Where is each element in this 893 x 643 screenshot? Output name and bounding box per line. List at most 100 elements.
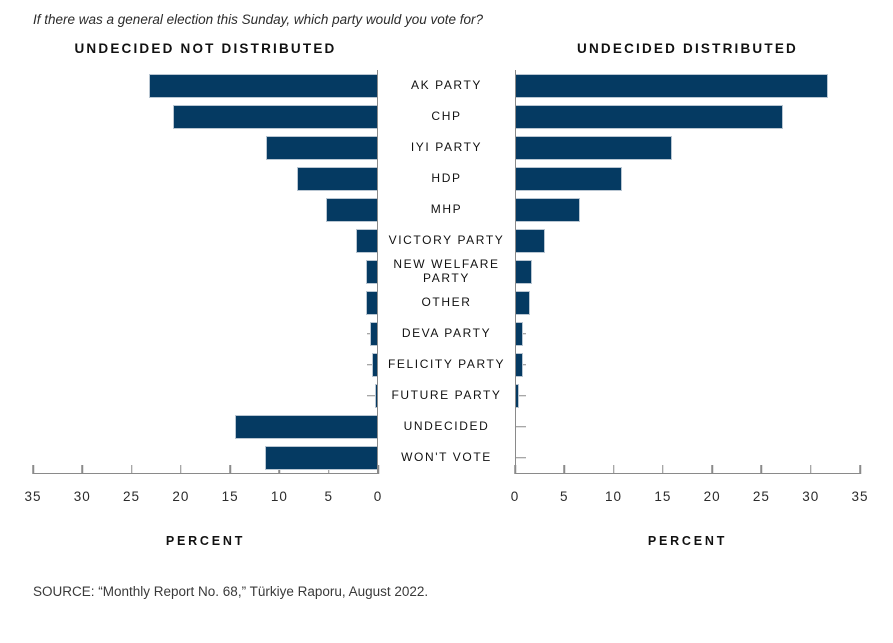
bar-row-undecided (516, 411, 860, 442)
x-axis-tick-label: 25 (123, 489, 141, 504)
bar-left-mhp (325, 197, 377, 222)
x-axis-tick (563, 465, 566, 474)
bar-row-chp (33, 101, 377, 132)
x-axis-tick-label: 10 (270, 489, 288, 504)
x-axis-tick (229, 465, 231, 474)
x-axis-tick (711, 465, 713, 474)
source-citation: SOURCE: “Monthly Report No. 68,” Türkiye… (33, 584, 429, 599)
category-tick (516, 425, 526, 428)
bar-left-victory-party (356, 228, 377, 253)
bar-left-won-t-vote (264, 445, 377, 470)
bar-left-other (366, 290, 377, 315)
category-label-other: OTHER (421, 294, 472, 309)
bar-right-iyi-party (516, 135, 673, 160)
x-axis-tick-label: 20 (172, 489, 190, 504)
bar-row-future-party (516, 380, 860, 411)
x-axis-tick-label: 0 (510, 489, 520, 504)
bar-row-deva-party (516, 318, 860, 349)
category-label-future-party: FUTURE PARTY (391, 387, 502, 402)
x-axis-tick-label: 30 (73, 489, 91, 504)
bar-row-won-t-vote (33, 442, 377, 473)
category-tick (516, 394, 526, 397)
right-x-axis-title: PERCENT (647, 534, 728, 548)
bar-row-deva-party (33, 318, 377, 349)
bar-row-iyi-party (33, 132, 377, 163)
x-axis-tick (327, 465, 330, 474)
left-x-axis: 35 30 25 20 15 10 5 0 (24, 465, 381, 515)
right-x-axis: 0 5 10 15 20 25 30 35 (511, 465, 868, 515)
bar-row-iyi-party (516, 132, 860, 163)
bar-left-hdp (297, 166, 377, 191)
x-axis-tick-label: 5 (560, 489, 569, 504)
right-plot-area (515, 70, 860, 473)
bar-row-victory-party (516, 225, 860, 256)
bar-row-undecided (33, 411, 377, 442)
left-plot-area (33, 70, 378, 473)
category-label-iyi-party: IYI PARTY (410, 139, 483, 154)
x-axis-tick (859, 465, 861, 474)
category-label-chp: CHP (431, 108, 462, 123)
bar-row-hdp (33, 163, 377, 194)
bar-right-new-welfare-party (516, 259, 532, 284)
left-x-axis-title: PERCENT (165, 534, 246, 548)
category-label-deva-party: DEVA PARTY (401, 325, 492, 340)
x-axis-tick-label: 35 (851, 489, 869, 504)
bar-row-mhp (33, 194, 377, 225)
x-axis-tick-label: 35 (24, 489, 42, 504)
x-axis-tick (809, 465, 812, 474)
bar-row-won-t-vote (516, 442, 860, 473)
category-tick (516, 456, 526, 459)
category-label-mhp: MHP (430, 201, 463, 216)
bar-row-other (33, 287, 377, 318)
bar-left-future-party (375, 383, 377, 408)
bar-left-new-welfare-party (366, 259, 377, 284)
x-axis-tick-label: 25 (752, 489, 770, 504)
bar-left-deva-party (370, 321, 377, 346)
bar-right-hdp (516, 166, 623, 191)
bar-right-other (516, 290, 530, 315)
x-axis-tick (514, 465, 516, 474)
x-axis-tick-label: 5 (324, 489, 333, 504)
bar-row-hdp (516, 163, 860, 194)
bar-row-chp (516, 101, 860, 132)
butterfly-chart: AK PARTY CHP IYI PARTY HDP MHP VICTORY PARTY N… (33, 70, 860, 473)
x-axis-tick-label: 30 (802, 489, 820, 504)
bar-right-victory-party (516, 228, 545, 253)
x-axis-tick-label: 20 (703, 489, 721, 504)
x-axis-tick (130, 465, 133, 474)
bar-right-mhp (516, 197, 580, 222)
bar-row-new-welfare-party (516, 256, 860, 287)
category-label-ak-party: AK PARTY (410, 77, 483, 92)
x-axis-tick-label: 15 (654, 489, 672, 504)
category-tick (367, 363, 377, 366)
bar-row-other (516, 287, 860, 318)
x-axis-tick (760, 465, 763, 474)
bar-left-iyi-party (265, 135, 377, 160)
bar-right-felicity-party (516, 352, 523, 377)
bar-row-mhp (516, 194, 860, 225)
right-panel-title: UNDECIDED DISTRIBUTED (577, 41, 798, 56)
bar-row-ak-party (33, 70, 377, 101)
x-axis-tick-label: 0 (373, 489, 383, 504)
left-panel-title: UNDECIDED NOT DISTRIBUTED (74, 41, 337, 56)
chart-question-title: If there was a general election this Sun… (33, 12, 484, 27)
category-label-felicity-party: FELICITY PARTY (387, 356, 506, 371)
bar-right-chp (516, 104, 784, 129)
x-axis-tick-label: 10 (605, 489, 623, 504)
bar-left-ak-party (148, 73, 377, 98)
category-labels-column: AK PARTY CHP IYI PARTY HDP MHP VICTORY PARTY N… (378, 70, 515, 473)
category-label-victory-party: VICTORY PARTY (388, 232, 505, 247)
bar-row-new-welfare-party (33, 256, 377, 287)
bar-left-chp (172, 104, 377, 129)
bar-row-victory-party (33, 225, 377, 256)
x-axis-tick (377, 465, 379, 474)
bar-row-future-party (33, 380, 377, 411)
x-axis-tick-label: 15 (221, 489, 239, 504)
category-label-new-welfare-party: NEW WELFARE PARTY (393, 256, 500, 285)
category-label-won-t-vote: WON'T VOTE (401, 449, 492, 464)
category-tick (367, 394, 377, 397)
x-axis-tick (32, 465, 34, 474)
bar-left-felicity-party (372, 352, 377, 377)
bar-row-ak-party (516, 70, 860, 101)
